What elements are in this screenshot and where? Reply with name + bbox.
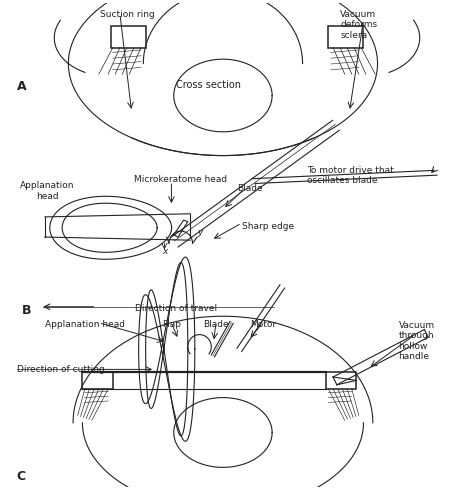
Text: Vacuum
deforms
sclera: Vacuum deforms sclera <box>340 10 377 40</box>
Text: Sharp edge: Sharp edge <box>242 221 294 231</box>
Text: Direction of cutting: Direction of cutting <box>17 365 105 374</box>
Text: Flap: Flap <box>162 320 181 329</box>
Text: Applanation head: Applanation head <box>45 320 125 329</box>
Text: Motor: Motor <box>250 320 276 329</box>
Text: Applanation
head: Applanation head <box>20 181 74 200</box>
Text: To motor drive that
oscillates blade: To motor drive that oscillates blade <box>307 166 394 185</box>
Bar <box>326 372 356 389</box>
Text: Blade: Blade <box>237 184 263 194</box>
Bar <box>328 26 364 48</box>
Bar <box>110 26 146 48</box>
Text: Suction ring: Suction ring <box>100 10 155 19</box>
Text: Vacuum
through
hollow
handle: Vacuum through hollow handle <box>399 321 435 361</box>
Text: Blade: Blade <box>203 320 229 329</box>
Text: x: x <box>162 247 167 256</box>
Text: Direction of travel: Direction of travel <box>135 304 217 314</box>
Text: Cross section: Cross section <box>176 80 241 90</box>
Text: B: B <box>21 304 31 317</box>
Text: C: C <box>17 470 26 483</box>
Text: Microkeratome head: Microkeratome head <box>134 175 227 184</box>
Bar <box>82 372 113 389</box>
Text: A: A <box>17 80 27 93</box>
Text: y: y <box>197 227 202 237</box>
